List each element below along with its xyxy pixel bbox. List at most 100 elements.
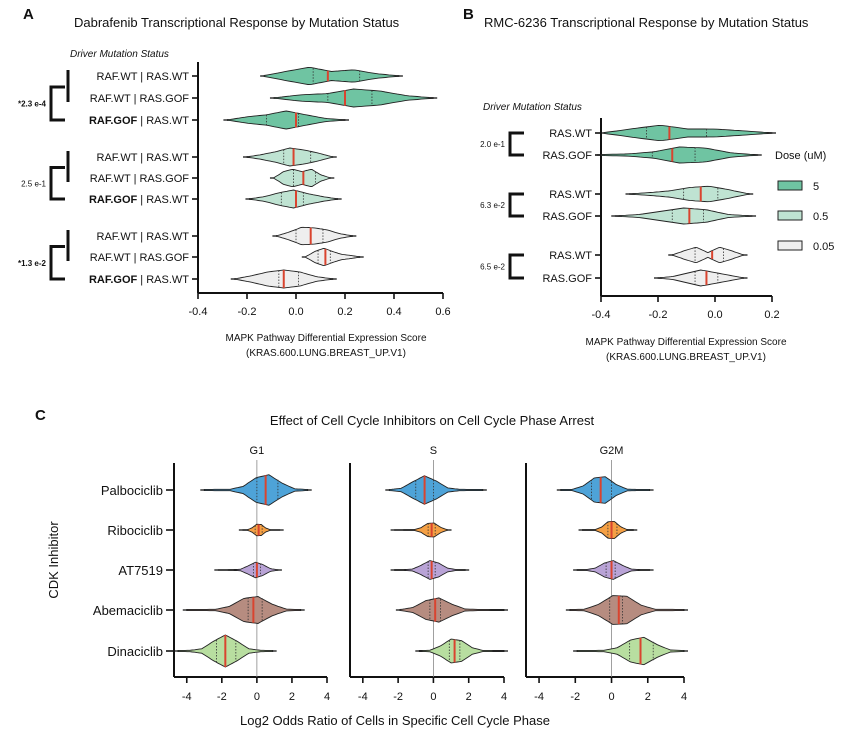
panel-b-xtick-label: -0.4: [592, 309, 611, 321]
panel-b-pvalue: 2.0 e-1: [480, 140, 505, 149]
panel-c-facet-title: S: [430, 445, 437, 457]
panel-a-violin-body: [263, 67, 400, 85]
panel-c-violin-body: [394, 560, 466, 580]
panel-b-violin-body: [657, 269, 744, 287]
panel-c-violin-body: [399, 597, 505, 623]
panel-c-violin-body: [388, 475, 484, 505]
panel-b-bracket: [508, 192, 524, 218]
panel-c-title: Effect of Cell Cycle Inhibitors on Cell …: [270, 413, 595, 428]
panel-a-xlabel2: (KRAS.600.LUNG.BREAST_UP.V1): [246, 348, 406, 359]
panel-a-xtick-label: 0.0: [288, 306, 303, 318]
row-label-text: RAF.WT | RAS.WT: [97, 71, 190, 83]
row-label-text: RAF.WT | RAS.WT: [97, 231, 190, 243]
panel-b-violin-body: [671, 246, 744, 264]
panel-c-plot: Palbociclib Ribociclib AT7519 Abemaciclib Di…: [93, 445, 688, 703]
panel-a-plot: -0.4 -0.2 0.0 0.2 0.4 0.6 RAF.WT | RAS.WT RAF.W…: [18, 62, 451, 318]
panel-a-xtick-label: -0.2: [238, 306, 257, 318]
panel-c-xtick-label: 2: [289, 691, 295, 703]
panel-a-violin-body: [273, 88, 434, 108]
panel-b-bracket: [508, 131, 524, 157]
panel-b-violin-body: [629, 185, 750, 203]
panel-c-xtick-label: -2: [570, 691, 580, 703]
panel-a-group-header: Driver Mutation Status: [70, 49, 169, 60]
legend-label: 0.5: [813, 211, 828, 223]
panel-c-violin-body: [576, 560, 651, 580]
panel-c-xtick-label: 2: [645, 691, 651, 703]
panel-c-xtick-label: 0: [608, 691, 614, 703]
panel-b-violin-body: [603, 124, 773, 142]
panel-b-xlabel2: (KRAS.600.LUNG.BREAST_UP.V1): [606, 352, 766, 363]
panel-b-pvalue: 6.3 e-2: [480, 201, 505, 210]
panel-a-xtick-label: 0.6: [435, 306, 450, 318]
panel-c-xtick-label: -2: [217, 691, 227, 703]
panel-c-category-label: Ribociclib: [107, 523, 163, 538]
row-label-bold: RAF.GOF: [89, 274, 138, 286]
panel-a-violin-body: [248, 189, 339, 209]
panel-c-violin-body: [242, 523, 281, 537]
panel-c-xtick-label: -4: [358, 691, 368, 703]
panel-a-xtick-label: -0.4: [189, 306, 208, 318]
panel-a-pvalue: *1.3 e-2: [18, 259, 47, 268]
panel-a-pvalue: *2.3 e-4: [18, 100, 47, 109]
panel-a-row-label: RAF.GOF | RAS.WT: [89, 274, 189, 286]
panel-b-violin-body: [600, 146, 759, 164]
panel-b-letter: B: [463, 6, 474, 23]
panel-a-bracket: [49, 166, 65, 201]
panel-c-violin-body: [576, 636, 685, 666]
panel-c-category-label: Abemaciclib: [93, 603, 163, 618]
panel-b-xtick-label: 0.2: [764, 309, 779, 321]
panel-a-row-label: RAF.GOF | RAS.WT: [89, 115, 189, 127]
panel-b-row-label: RAS.GOF: [542, 273, 592, 285]
panel-b-plot: -0.4 -0.2 0.0 0.2 RAS.WT RAS.GOF 2.0 e-1 RAS.WT…: [480, 118, 834, 321]
panel-c-violin-body: [203, 474, 309, 506]
legend-swatch: [777, 210, 803, 221]
row-label-text: RAF.WT | RAS.GOF: [90, 173, 189, 185]
panel-b-row-label: RAS.GOF: [542, 150, 592, 162]
panel-a-xtick-label: 0.2: [337, 306, 352, 318]
panel-a-row-label: RAF.WT | RAS.GOF: [90, 252, 189, 264]
panel-a-row-label: RAF.WT | RAS.GOF: [90, 93, 189, 105]
panel-c-xtick-label: 4: [501, 691, 507, 703]
panel-c-xtick-label: -4: [534, 691, 544, 703]
panel-c-category-label: AT7519: [118, 563, 163, 578]
panel-c-letter: C: [35, 407, 46, 424]
panel-c-violin-body: [582, 520, 634, 540]
panel-b-legend-title: Dose (uM): [775, 150, 826, 162]
legend-swatch: [777, 240, 803, 251]
panel-c-facet-title: G1: [250, 445, 265, 457]
row-label-text: | RAS.WT: [137, 194, 189, 206]
panel-a-violin-body: [305, 247, 361, 267]
panel-b-row-label: RAS.WT: [549, 128, 592, 140]
row-label-bold: RAF.GOF: [89, 115, 138, 127]
panel-b-xlabel: MAPK Pathway Differential Expression Sco…: [585, 337, 786, 348]
panel-b-xtick-label: 0.0: [707, 309, 722, 321]
panel-a-violin-body: [275, 226, 353, 246]
panel-a-violin-body: [226, 110, 346, 130]
panel-c-facet-title: G2M: [600, 445, 624, 457]
panel-c-xtick-label: 0: [430, 691, 436, 703]
row-label-text: | RAS.WT: [137, 274, 189, 286]
panel-c-violin-body: [217, 561, 279, 579]
panel-b-title: RMC-6236 Transcriptional Response by Mut…: [484, 15, 809, 30]
panel-a-row-label: RAF.WT | RAS.GOF: [90, 173, 189, 185]
panel-a-row-label: RAF.WT | RAS.WT: [97, 231, 190, 243]
panel-a-title: Dabrafenib Transcriptional Response by M…: [74, 15, 400, 30]
panel-b-row-label: RAS.WT: [549, 250, 592, 262]
panel-b-violin-body: [614, 207, 753, 225]
legend-label: 5: [813, 181, 819, 193]
row-label-bold: RAF.GOF: [89, 194, 138, 206]
panel-c-xtick-label: -4: [182, 691, 192, 703]
panel-c-xlabel: Log2 Odds Ratio of Cells in Specific Cel…: [240, 713, 550, 728]
legend-label: 0.05: [813, 241, 834, 253]
row-label-text: | RAS.WT: [137, 115, 189, 127]
panel-c-xtick-label: 2: [466, 691, 472, 703]
panel-c-violin-body: [418, 638, 505, 664]
panel-b-group-header: Driver Mutation Status: [483, 102, 582, 113]
row-label-text: RAF.WT | RAS.GOF: [90, 93, 189, 105]
panel-c-violin-body: [394, 522, 448, 538]
panel-c-violin-body: [560, 476, 651, 504]
panel-a-pvalue: 2.5 e-1: [21, 179, 46, 188]
panel-b-row-label: RAS.GOF: [542, 211, 592, 223]
panel-a-bracket: [49, 245, 65, 281]
